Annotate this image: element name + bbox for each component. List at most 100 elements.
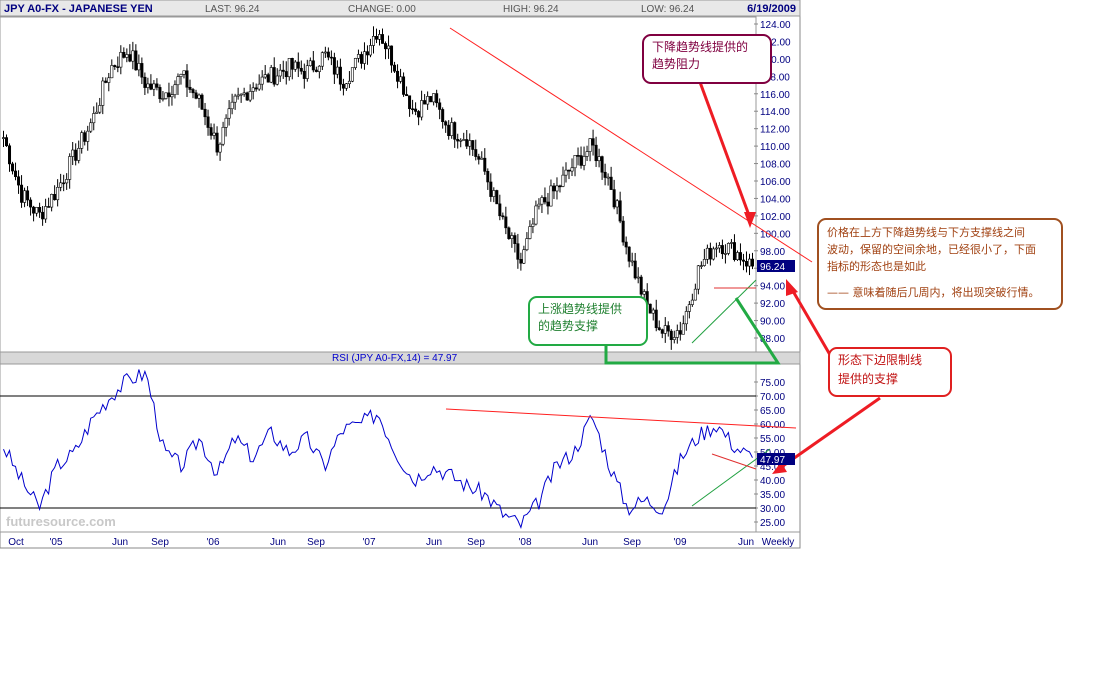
- price-candle-body: [95, 111, 99, 114]
- price-tick-label: 94.00: [760, 282, 785, 293]
- header-low: LOW: 96.24: [641, 4, 695, 15]
- price-candle-body: [143, 76, 147, 88]
- price-candle-body: [296, 61, 300, 69]
- rsi-tick-label: 30.00: [760, 504, 785, 515]
- rsi-label: RSI (JPY A0-FX,14) = 47.97: [332, 353, 458, 364]
- rsi-badge-value: 47.97: [760, 455, 785, 466]
- price-candle-body: [486, 171, 490, 183]
- x-tick-label: '08: [518, 537, 531, 548]
- price-candle-body: [531, 223, 535, 227]
- price-candle-body: [681, 323, 685, 335]
- price-candle-body: [89, 122, 93, 132]
- price-candle-body: [438, 102, 442, 110]
- price-candle-body: [62, 182, 66, 185]
- price-candle-body: [5, 137, 9, 147]
- price-candle-body: [405, 94, 409, 97]
- price-candle-body: [257, 83, 261, 90]
- price-tick-label: 98.00: [760, 247, 785, 258]
- price-candle-body: [47, 206, 51, 208]
- price-candle-body: [92, 113, 96, 124]
- price-candle-body: [606, 176, 610, 179]
- price-candle-body: [411, 108, 415, 111]
- price-candle-body: [702, 259, 706, 266]
- price-candle-body: [80, 132, 84, 149]
- price-candle-body: [747, 258, 751, 267]
- x-tick-label: Jun: [270, 537, 286, 548]
- x-tick-label: Weekly: [762, 537, 795, 548]
- price-candle-body: [326, 51, 330, 58]
- header-high: HIGH: 96.24: [503, 4, 559, 15]
- price-candle-body: [302, 70, 306, 79]
- price-candle-body: [624, 241, 628, 248]
- price-candle-body: [528, 226, 532, 239]
- rsi-tick-label: 55.00: [760, 434, 785, 445]
- price-support-line: [691, 279, 757, 344]
- price-candle-body: [552, 185, 556, 192]
- price-candle-body: [323, 51, 327, 54]
- price-candle-body: [447, 124, 451, 136]
- price-candle-body: [332, 57, 336, 75]
- price-candle-body: [444, 121, 448, 126]
- x-tick-label: Sep: [151, 537, 169, 548]
- price-tick-label: 112.00: [760, 125, 790, 136]
- x-tick-label: Jun: [738, 537, 754, 548]
- price-candle-body: [507, 227, 511, 239]
- price-candle-body: [98, 105, 102, 113]
- x-tick-label: Jun: [112, 537, 128, 548]
- price-candle-body: [621, 220, 625, 243]
- summary-annotation-line-1: 价格在上方下降趋势线与下方支撑线之间: [827, 226, 1025, 239]
- price-candle-body: [513, 235, 517, 244]
- price-candle-body: [173, 84, 177, 95]
- price-candle-body: [290, 58, 294, 70]
- price-candle-body: [495, 190, 499, 205]
- price-candle-body: [579, 155, 583, 166]
- price-candle-body: [137, 63, 141, 71]
- price-candle-body: [245, 92, 249, 101]
- arrow-lower-down: [779, 396, 881, 470]
- price-candle-body: [230, 101, 234, 110]
- price-candle-body: [729, 242, 733, 244]
- price-candle-body: [149, 83, 153, 90]
- price-candle-body: [525, 238, 529, 251]
- header-change: CHANGE: 0.00: [348, 4, 416, 15]
- x-tick-label: Sep: [467, 537, 485, 548]
- price-candle-body: [564, 169, 568, 176]
- price-candle-body: [320, 52, 324, 67]
- price-candle-body: [23, 190, 27, 203]
- price-tick-label: 124.00: [760, 20, 791, 31]
- price-candle-body: [594, 144, 598, 162]
- price-candle-body: [101, 80, 105, 106]
- x-tick-label: '06: [206, 537, 219, 548]
- price-candle-body: [8, 145, 12, 165]
- price-candle-body: [224, 117, 228, 128]
- price-candle-body: [633, 260, 637, 279]
- price-candle-body: [576, 155, 580, 157]
- price-candle-body: [236, 94, 240, 97]
- price-candle-body: [696, 265, 700, 290]
- price-candle-body: [648, 303, 652, 314]
- price-candle-body: [335, 66, 339, 75]
- price-candle-body: [600, 156, 604, 173]
- resistance-annotation: 下降趋势线提供的 趋势阻力: [642, 34, 772, 84]
- header-date: 6/19/2009: [747, 3, 796, 15]
- price-candle-body: [741, 259, 745, 262]
- price-candle-body: [209, 127, 213, 136]
- x-tick-label: Jun: [582, 537, 598, 548]
- price-candle-body: [44, 206, 48, 220]
- lower-support-annotation: 形态下边限制线 提供的支撑: [828, 347, 952, 397]
- price-candle-body: [119, 51, 123, 68]
- price-candle-body: [356, 54, 360, 59]
- x-tick-label: Sep: [623, 537, 641, 548]
- price-candle-body: [110, 65, 114, 79]
- price-candle-body: [477, 156, 481, 160]
- price-candle-body: [465, 139, 469, 147]
- summary-annotation-line-4: —— 意味着随后几周内，将出现突破行情。: [827, 286, 1040, 299]
- header-last: LAST: 96.24: [205, 4, 260, 15]
- price-candle-body: [453, 122, 457, 140]
- price-candle-body: [365, 51, 369, 56]
- price-candle-body: [275, 75, 279, 85]
- price-candle-body: [338, 66, 342, 85]
- price-candle-body: [86, 130, 90, 142]
- rsi-tick-label: 25.00: [760, 518, 785, 529]
- price-tick-label: 100.00: [760, 229, 791, 240]
